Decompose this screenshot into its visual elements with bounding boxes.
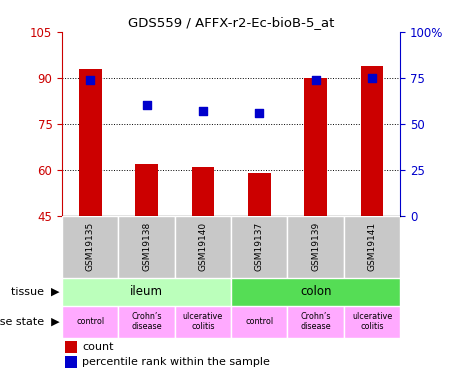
Point — [311, 76, 319, 82]
Point — [368, 75, 375, 81]
Bar — [118, 306, 174, 338]
Bar — [247, 173, 270, 216]
Bar — [62, 216, 118, 278]
Text: GSM19137: GSM19137 — [254, 222, 263, 271]
Text: GSM19138: GSM19138 — [142, 222, 151, 271]
Text: tissue  ▶: tissue ▶ — [11, 286, 60, 297]
Text: GSM19140: GSM19140 — [198, 222, 207, 271]
Text: percentile rank within the sample: percentile rank within the sample — [82, 357, 270, 367]
Text: GSM19141: GSM19141 — [367, 222, 376, 271]
Text: colon: colon — [299, 285, 330, 298]
Bar — [304, 78, 326, 216]
Text: ulcerative
colitis: ulcerative colitis — [351, 312, 391, 331]
Text: Crohn’s
disease: Crohn’s disease — [131, 312, 162, 331]
Bar — [230, 278, 399, 306]
Bar — [230, 216, 287, 278]
Bar — [174, 306, 230, 338]
Point — [255, 110, 263, 116]
Bar — [65, 356, 77, 368]
Bar — [135, 164, 157, 216]
Bar — [230, 306, 287, 338]
Point — [199, 108, 206, 114]
Bar — [79, 69, 101, 216]
Title: GDS559 / AFFX-r2-Ec-bioB-5_at: GDS559 / AFFX-r2-Ec-bioB-5_at — [128, 16, 334, 29]
Bar — [343, 306, 399, 338]
Bar — [287, 306, 343, 338]
Bar — [65, 341, 77, 352]
Text: GSM19139: GSM19139 — [310, 222, 319, 271]
Text: GSM19135: GSM19135 — [85, 222, 95, 271]
Bar — [118, 216, 174, 278]
Text: disease state  ▶: disease state ▶ — [0, 316, 60, 327]
Bar — [360, 66, 382, 216]
Bar — [62, 278, 230, 306]
Text: control: control — [76, 317, 104, 326]
Text: count: count — [82, 342, 114, 352]
Text: ileum: ileum — [130, 285, 163, 298]
Text: control: control — [245, 317, 273, 326]
Point — [86, 76, 94, 82]
Bar — [174, 216, 230, 278]
Point — [143, 102, 150, 108]
Text: Crohn’s
disease: Crohn’s disease — [300, 312, 330, 331]
Text: ulcerative
colitis: ulcerative colitis — [182, 312, 223, 331]
Bar — [191, 166, 214, 216]
Bar — [62, 306, 118, 338]
Bar — [343, 216, 399, 278]
Bar — [287, 216, 343, 278]
